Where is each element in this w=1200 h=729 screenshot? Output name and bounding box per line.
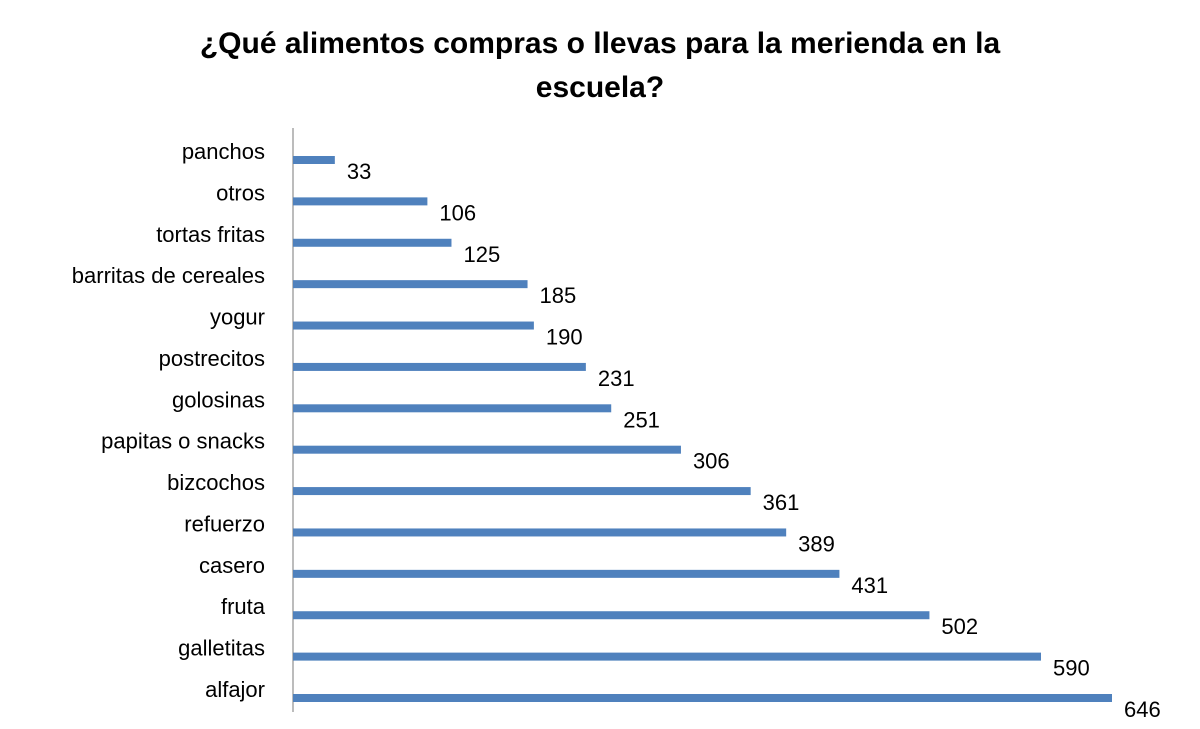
category-label: golosinas [172, 387, 265, 412]
category-label: panchos [182, 139, 265, 164]
category-label: fruta [221, 594, 266, 619]
category-label: tortas fritas [156, 222, 265, 247]
bar [293, 156, 335, 164]
bar [293, 197, 428, 206]
value-label: 361 [763, 490, 800, 515]
value-label: 646 [1124, 697, 1161, 722]
bar [293, 445, 681, 454]
value-label: 389 [798, 531, 835, 556]
category-label: otros [216, 180, 265, 205]
bar [293, 238, 452, 247]
bar [293, 652, 1042, 661]
category-label: barritas de cereales [72, 263, 265, 288]
chart-title: ¿Qué alimentos compras o llevas para la … [199, 27, 1001, 104]
value-label: 106 [439, 200, 476, 225]
category-label: casero [199, 553, 265, 578]
category-label: alfajor [205, 677, 265, 702]
bar [293, 694, 1112, 702]
value-label: 590 [1053, 656, 1090, 681]
bar [293, 362, 586, 371]
value-label: 251 [623, 407, 660, 432]
bar [293, 280, 528, 289]
category-label: postrecitos [159, 346, 265, 371]
category-label: refuerzo [184, 511, 265, 536]
bar [293, 528, 787, 537]
category-label: bizcochos [167, 470, 265, 495]
value-label: 33 [347, 159, 371, 184]
bar [293, 321, 534, 330]
value-label: 431 [851, 573, 888, 598]
value-label: 185 [540, 283, 577, 308]
category-label: papitas o snacks [101, 429, 265, 454]
category-label: galletitas [178, 636, 265, 661]
value-label: 306 [693, 449, 730, 474]
value-label: 190 [546, 325, 583, 350]
bar [293, 611, 930, 620]
bar [293, 569, 840, 578]
value-label: 125 [463, 242, 500, 267]
bar [293, 487, 751, 496]
value-label: 231 [598, 366, 635, 391]
category-label: yogur [210, 305, 265, 330]
value-label: 502 [941, 614, 978, 639]
bar [293, 404, 612, 413]
